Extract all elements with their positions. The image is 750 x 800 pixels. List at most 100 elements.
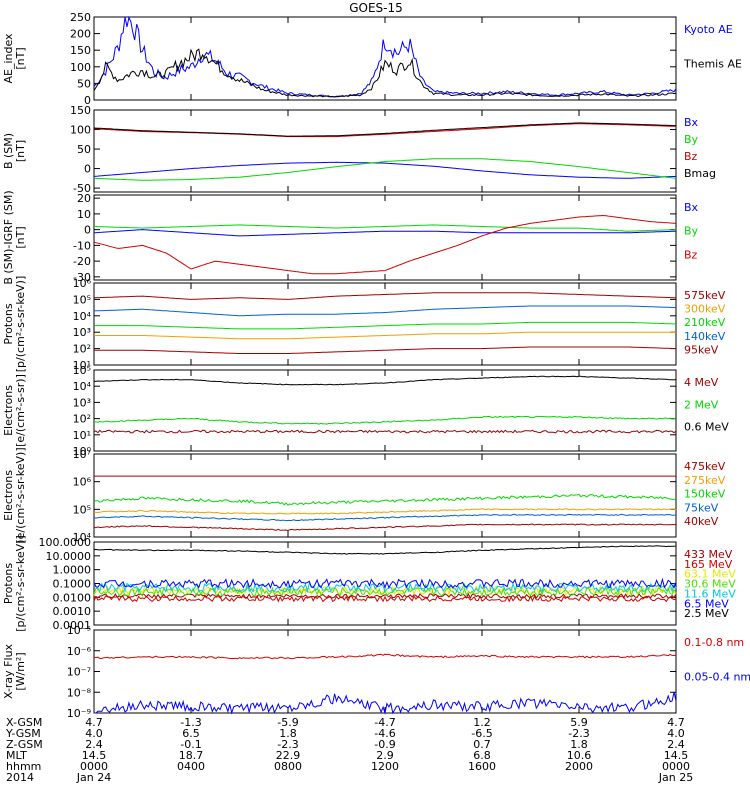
panel-6: 10⁴ 10⁵ 10⁶ 10⁷ Electrons [e/(cm²-s-sr-keV)] 4… [2, 447, 726, 544]
legend-entry: 95keV [684, 343, 719, 356]
series-line-by [93, 158, 677, 181]
ephemeris-value: 0000 [662, 760, 690, 773]
series-line-bx [93, 229, 677, 237]
panel-1: 0 50 100 150 200 250 AE_index [nT] Kyoto AE Themi… [2, 11, 742, 107]
y-tick-label: -10 [73, 239, 91, 252]
y-axis-label: Protons [2, 303, 15, 344]
legend-entry: 433 MeV [684, 548, 733, 561]
y-axis-label: [e/(cm²-s-sr)] [14, 374, 27, 447]
y-tick-label: -50 [73, 182, 91, 195]
ephemeris-value: 4.0 [85, 727, 103, 740]
ephemeris-value: -4.6 [374, 727, 395, 740]
ephemeris-row-label: 2014 [6, 771, 34, 784]
series-line-by [94, 224, 677, 232]
y-tick-label: 10⁰ [73, 445, 92, 458]
panel-4: 10¹ 10² 10³ 10⁴ 10⁵ 10⁶ Protons [p/(cm²-s-sr-ke… [2, 276, 726, 373]
y-tick-label: 10⁻⁶ [67, 645, 92, 658]
y-tick-label: 10⁶ [73, 277, 92, 290]
ephemeris-value: 6.8 [473, 749, 491, 762]
ephemeris-value: -0.1 [180, 738, 201, 751]
legend-entry: 2 MeV [684, 398, 719, 411]
y-tick-label: 10⁻⁵ [67, 624, 91, 637]
panel-frame [93, 541, 677, 626]
series-line-433-mev [93, 592, 677, 600]
y-axis-label: B (SM)-IGRF (SM) [2, 190, 15, 284]
legend-entry: 0.05-0.4 nm [684, 671, 750, 684]
y-tick-label: 10⁶ [73, 476, 92, 489]
ephemeris-value: 0.7 [473, 738, 491, 751]
ephemeris-value: -0.9 [374, 738, 395, 751]
y-tick-label: 10⁴ [73, 531, 92, 544]
ephemeris-value: 6.5 [182, 727, 200, 740]
legend-entry: 0.1-0.8 nm [684, 636, 744, 649]
y-tick-label: 10⁵ [73, 364, 91, 377]
panel-frame [93, 629, 677, 714]
series-line-4-mev [93, 429, 677, 434]
panel-frame [93, 194, 677, 281]
legend-entry: Bx [684, 201, 699, 214]
y-tick-label: 100.0000 [39, 536, 92, 549]
y-tick-label: 10⁵ [73, 293, 91, 306]
series-line-0-6-mev [93, 375, 677, 386]
series-line-575kev [93, 292, 677, 300]
y-tick-label: 10¹ [73, 359, 91, 372]
series-line-bz [93, 123, 677, 138]
ephemeris-value: 2.9 [376, 749, 394, 762]
y-axis-label: B (SM) [2, 133, 15, 169]
y-tick-label: 10⁴ [73, 310, 92, 323]
ephemeris-value: Jan 25 [658, 771, 693, 784]
ephemeris-value: 1200 [371, 760, 399, 773]
y-tick-label: 0.0010 [53, 605, 92, 618]
series-line-0-05-0-4-nm [94, 691, 677, 715]
legend-entry: 165 MeV [684, 558, 733, 571]
y-tick-label: 0.1000 [53, 578, 92, 591]
series-line-kyoto-ae [93, 15, 677, 98]
ephemeris-table: X-GSM 4.7 -1.3 -5.9 -4.7 1.2 5.9 4.7 Y-GSM 4.0 6.5… [5, 716, 693, 784]
y-axis-label: [p/(cm²-s-sr-keV)] [14, 535, 27, 632]
series-line-bx [93, 161, 677, 179]
series-line-11-6-mev [93, 582, 677, 594]
y-tick-label: 10⁵ [73, 503, 91, 516]
y-tick-label: 100 [70, 61, 91, 74]
ephemeris-value: 0400 [177, 760, 205, 773]
series-line-bmag [93, 122, 676, 137]
y-tick-label: 10³ [73, 326, 91, 339]
ephemeris-value: 14.5 [82, 749, 107, 762]
ephemeris-value: 10.6 [567, 749, 592, 762]
series-line-6-5-mev [93, 577, 677, 590]
series-line-themis-ae [93, 48, 677, 98]
y-tick-label: 150 [70, 44, 91, 57]
y-tick-label: -20 [73, 255, 91, 268]
y-tick-label: 10.0000 [46, 550, 92, 563]
y-tick-label: 200 [70, 28, 91, 41]
y-tick-label: 10 [77, 208, 91, 221]
series-line-bz [93, 214, 677, 275]
series-line-300kev [94, 331, 676, 340]
series-line-165-mev [93, 594, 677, 603]
y-axis-label: AE_index [2, 33, 15, 84]
y-tick-label: 10³ [73, 396, 91, 409]
y-tick-label: 10² [73, 413, 91, 426]
ephemeris-value: -2.3 [568, 727, 589, 740]
y-tick-label: 50 [77, 77, 91, 90]
y-tick-label: 0.0001 [53, 619, 92, 632]
ephemeris-row-label: Y-GSM [5, 727, 41, 740]
panel-5: 10⁰ 10¹ 10² 10³ 10⁴ 10⁵ Electrons [e/(cm²-s-sr)… [2, 364, 729, 458]
series-line-2-5-mev [93, 545, 677, 555]
ephemeris-value: 4.7 [667, 716, 685, 729]
series-line-40kev [93, 523, 677, 532]
ephemeris-value: 0000 [80, 760, 108, 773]
y-tick-label: 20 [77, 192, 91, 205]
legend-entry: 150keV [684, 488, 726, 501]
legend-entry: 4 MeV [684, 376, 719, 389]
legend-entry: 475keV [684, 460, 726, 473]
legend-entry: By [684, 225, 699, 238]
series-line-75kev [93, 513, 677, 522]
y-tick-label: 0.0100 [53, 591, 92, 604]
ephemeris-value: 2000 [565, 760, 593, 773]
legend-entry: Kyoto AE [684, 23, 733, 36]
legend-entry: Themis AE [683, 58, 742, 71]
legend-entry: Bx [684, 116, 699, 129]
ephemeris-value: -6.5 [471, 727, 492, 740]
